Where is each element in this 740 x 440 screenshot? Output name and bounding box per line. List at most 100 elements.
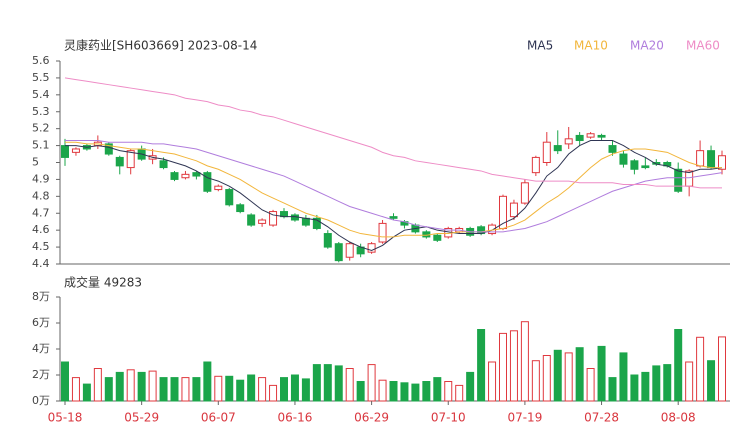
candle-body — [696, 150, 705, 167]
candle-body — [707, 150, 716, 169]
candle-body — [126, 150, 135, 169]
volume-bar — [82, 383, 91, 402]
volume-bar — [323, 364, 332, 402]
volume-bar — [192, 377, 201, 402]
y-tick-label: 4.9 — [32, 172, 50, 185]
volume-bar — [499, 332, 507, 402]
y-tick-label: 4.8 — [32, 189, 50, 202]
candle-body — [334, 243, 343, 262]
volume-bar — [181, 377, 190, 402]
candle-body — [520, 182, 529, 204]
volume-bar — [608, 377, 617, 402]
volume-bar — [652, 365, 661, 402]
volume-bar — [586, 368, 595, 402]
y-tick-label: 4.7 — [32, 206, 50, 219]
volume-bar — [247, 374, 256, 402]
volume-bar — [389, 381, 398, 402]
candle-body — [608, 145, 617, 153]
volume-bar — [455, 384, 464, 402]
volume-bar — [225, 375, 234, 402]
volume-bar — [542, 355, 551, 402]
volume-bar — [444, 381, 453, 402]
candle-body — [389, 216, 398, 219]
candle-body — [236, 204, 245, 213]
candle-body — [269, 211, 278, 226]
x-tick-label: 07-28 — [584, 411, 619, 425]
candle-body — [433, 234, 442, 241]
volume-bar — [301, 378, 310, 402]
candle-body — [71, 148, 80, 153]
volume-bar — [61, 361, 69, 402]
candle-body — [181, 173, 190, 179]
x-tick-label: 06-07 — [201, 411, 236, 425]
ma-line — [65, 141, 722, 238]
candle-body — [564, 138, 573, 145]
y-tick-label: 5 — [32, 156, 39, 169]
volume-bar — [126, 369, 135, 402]
volume-bar — [619, 352, 628, 402]
volume-bar — [553, 349, 562, 402]
y-tick-label: 5.4 — [32, 88, 50, 101]
volume-bar — [477, 329, 486, 402]
volume-bar — [630, 374, 639, 402]
candle-body — [378, 222, 387, 243]
candle-body — [203, 172, 212, 192]
volume-bar — [674, 329, 683, 402]
volume-bar — [170, 377, 179, 402]
candle-body — [61, 145, 69, 158]
candle-body — [575, 134, 584, 142]
volume-bar — [663, 364, 672, 402]
candle-body — [192, 172, 201, 177]
ma-line — [64, 77, 722, 189]
candle-body — [619, 153, 628, 165]
candle-body — [586, 133, 595, 138]
candle-body — [159, 160, 168, 169]
volume-bar — [104, 377, 113, 402]
x-tick-label: 05-29 — [124, 411, 159, 425]
volume-title: 成交量 49283 — [64, 275, 142, 290]
x-tick-label: 07-10 — [431, 411, 466, 425]
x-tick-label: 06-29 — [354, 411, 389, 425]
volume-bar — [214, 375, 223, 402]
chart-title: 灵康药业[SH603669] 2023-08-14 — [64, 38, 257, 53]
volume-bar — [411, 383, 420, 402]
volume-bar — [290, 374, 299, 402]
x-tick-label: 07-19 — [507, 411, 542, 425]
candle-body — [641, 165, 650, 169]
legend-label: MA5 — [527, 39, 553, 53]
candle-body — [685, 170, 694, 187]
candle-body — [170, 172, 179, 180]
candle-body — [630, 160, 639, 170]
volume-bar — [334, 365, 343, 402]
y-tick-label: 5.5 — [32, 71, 50, 84]
volume-bar — [280, 377, 288, 402]
y-tick-label: 6万 — [32, 316, 50, 329]
candle-body — [115, 156, 124, 167]
volume-bar — [466, 371, 475, 402]
volume-bar — [685, 361, 694, 402]
candle-body — [258, 219, 267, 224]
volume-bar — [148, 370, 157, 402]
candle-body — [367, 243, 376, 253]
volume-bar — [203, 361, 212, 402]
y-tick-label: 4.5 — [32, 240, 50, 253]
volume-bar — [433, 377, 442, 402]
candle-body — [104, 143, 113, 155]
candle-body — [553, 145, 562, 152]
volume-bar — [71, 377, 80, 402]
volume-bar — [258, 377, 267, 402]
legend-label: MA60 — [686, 39, 720, 53]
volume-bar — [93, 368, 102, 402]
candle-body — [214, 185, 223, 191]
volume-bar — [531, 360, 540, 402]
y-tick-label: 5.2 — [32, 122, 50, 135]
x-tick-label: 08-08 — [661, 411, 696, 425]
y-tick-label: 8万 — [32, 290, 50, 303]
volume-bar — [707, 360, 716, 402]
candle-body — [323, 233, 332, 248]
volume-bar — [137, 371, 146, 402]
volume-bar — [488, 361, 497, 402]
volume-bar — [718, 336, 726, 402]
volume-bar — [400, 382, 409, 402]
